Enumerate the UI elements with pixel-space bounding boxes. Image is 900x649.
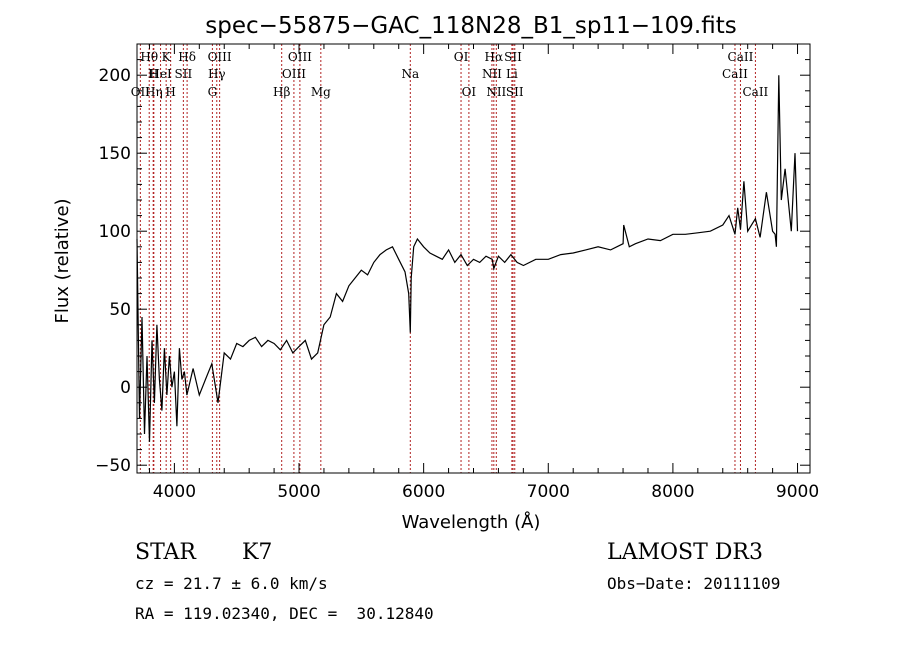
line-label: Hδ [178,50,196,64]
y-tick-label: 150 [99,144,131,164]
x-tick-label: 4000 [153,482,196,502]
spectral-line-markers [139,44,756,473]
observation-date: Obs−Date: 20111109 [607,574,781,593]
line-label: OI [454,50,469,64]
line-label: Na [401,67,419,81]
line-label: Hη [145,85,163,99]
line-label: Hθ [140,50,158,64]
line-label: H [165,85,175,99]
y-tick-label: 50 [109,300,131,320]
y-tick-label: 100 [99,222,131,242]
line-label: OII [131,85,151,99]
y-tick-label: −50 [95,456,131,476]
object-class: STAR [135,540,196,565]
x-axis: 4000 5000 6000 7000 8000 9000 [148,44,819,502]
line-label: NII [486,85,506,99]
line-label: Li [506,67,518,81]
line-label: H [148,67,158,81]
x-tick-label: 8000 [651,482,694,502]
y-tick-label: 0 [120,378,131,398]
y-axis-label: Flux (relative) [52,198,73,323]
spectral-subclass: K7 [242,540,273,565]
line-label: OIII [208,50,232,64]
line-label: OI [462,85,477,99]
line-label: G [208,85,218,99]
line-label: OIII [288,50,312,64]
spectrum-line [136,75,799,442]
y-tick-label: 200 [99,66,131,86]
x-tick-label: 5000 [277,482,320,502]
line-label: SII [175,67,193,81]
line-label: CaII [742,85,768,99]
redshift-velocity: cz = 21.7 ± 6.0 km/s [135,574,328,593]
x-tick-label: 7000 [527,482,570,502]
line-label: CaII [722,67,748,81]
line-label: K [162,50,172,64]
y-axis: −50 0 50 100 150 200 [95,59,810,476]
line-label: SII [504,50,522,64]
x-tick-label: 9000 [776,482,819,502]
line-label: OIII [282,67,306,81]
line-label: CaII [728,50,754,64]
survey-name: LAMOST DR3 [607,540,763,565]
line-label: Hα [485,50,504,64]
line-label: SII [506,85,524,99]
chart-title: spec−55875−GAC_118N28_B1_sp11−109.fits [205,13,736,39]
line-label: Hβ [273,85,290,99]
coordinates: RA = 119.02340, DEC = 30.12840 [135,604,434,623]
line-label: Hγ [208,67,226,81]
line-label: Mg [311,85,331,99]
line-label: NII [482,67,502,81]
plot-frame [136,43,811,474]
x-tick-label: 6000 [402,482,445,502]
x-axis-label: Wavelength (Å) [402,511,541,533]
line-label: HeI [149,67,172,81]
